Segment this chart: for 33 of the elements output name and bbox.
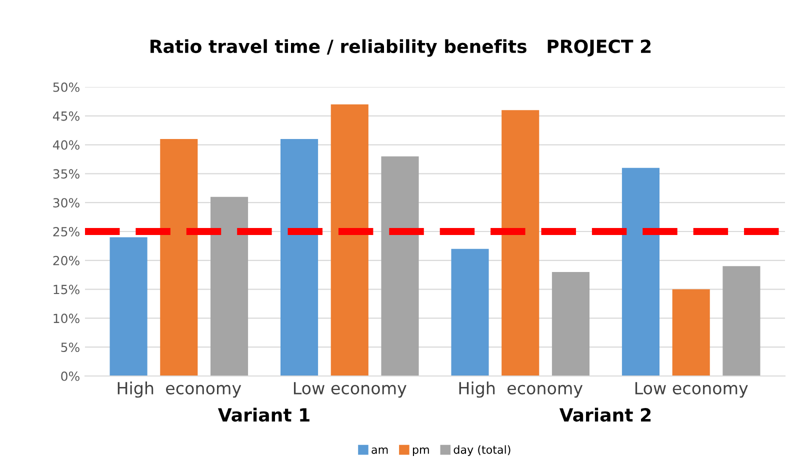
y-tick-label: 25% [53,226,80,236]
bar [210,196,248,376]
bar [330,104,368,376]
legend-label: day (total) [454,445,510,456]
bar [502,110,540,376]
y-tick-label: 0% [61,371,80,381]
bar [381,156,419,376]
y-tick-label: 15% [54,284,80,294]
x-tick-label: High economy [459,382,583,398]
legend-label: am [372,447,388,454]
bar [280,139,318,376]
text: Variant 2 [559,408,651,422]
y-tick-label: 20% [53,256,80,266]
bar [722,266,760,376]
y-tick-label: 40% [52,140,80,150]
x-tick-label: High economy [118,382,242,398]
bar [622,168,660,376]
y-tick-label: 50% [53,82,80,92]
y-tick-label: 5% [61,342,80,352]
y-tick-label: 45% [52,111,80,121]
bar [451,248,489,376]
x-tick-label: Low economy [635,382,748,398]
legend-label: pm [412,447,429,456]
bar [552,272,590,376]
bar [672,289,710,376]
bar [110,237,148,376]
text: Variant 1 [218,408,310,422]
y-tick-label: 30% [53,198,80,208]
chart-title: Ratio travel time / reliability benefits PROJECT 2 [150,39,651,57]
y-tick-label: 35% [53,169,80,179]
y-tick-label: 10% [54,314,80,324]
bar [160,139,198,376]
x-tick-label: Low economy [294,382,406,398]
